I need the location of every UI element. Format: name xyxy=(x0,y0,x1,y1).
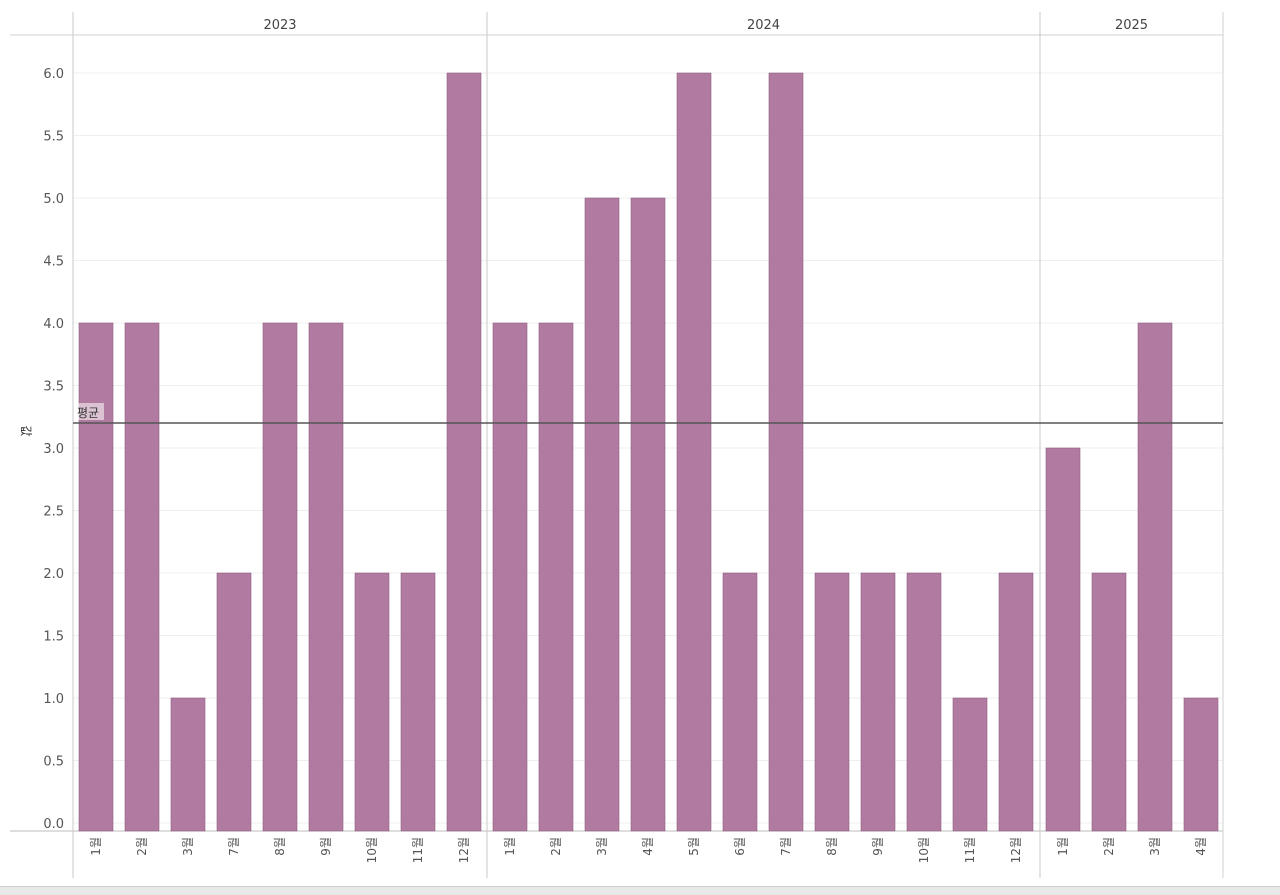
y-tick-label: 6.0 xyxy=(43,67,64,82)
month-label: 2월 xyxy=(135,837,149,856)
month-label: 2월 xyxy=(549,837,563,856)
bar-2023-1월[interactable] xyxy=(78,322,114,832)
month-label: 5월 xyxy=(687,837,701,856)
month-label: 4월 xyxy=(1194,837,1208,856)
month-label: 3월 xyxy=(595,837,609,856)
y-tick-label: 3.5 xyxy=(43,380,64,395)
month-label: 3월 xyxy=(181,837,195,856)
bar-2023-10월[interactable] xyxy=(354,572,390,832)
month-label: 1월 xyxy=(89,837,103,856)
average-line-label: 평균 xyxy=(77,406,99,420)
month-label: 11월 xyxy=(963,837,977,863)
y-axis-ticks: 0.0 0.5 1.0 1.5 2.0 2.5 3.0 3.5 4.0 4.5 5.0 5.5 6.0 xyxy=(43,67,64,832)
month-label: 4월 xyxy=(641,837,655,856)
month-label: 1월 xyxy=(1056,837,1070,856)
bar-2024-2월[interactable] xyxy=(538,322,574,832)
month-label: 10월 xyxy=(365,837,379,863)
year-header-2025: 2025 xyxy=(1115,18,1148,33)
bar-2024-3월[interactable] xyxy=(584,197,620,832)
y-tick-label: 3.0 xyxy=(43,442,64,457)
average-line-group: 평균 xyxy=(73,403,1223,424)
bar-2024-11월[interactable] xyxy=(952,697,988,832)
bar-2024-4월[interactable] xyxy=(630,197,666,832)
y-tick-label: 1.5 xyxy=(43,630,64,645)
y-tick-label: 4.0 xyxy=(43,317,64,332)
y-tick-label: 5.0 xyxy=(43,192,64,207)
y-tick-label: 5.5 xyxy=(43,130,64,145)
bar-2025-2월[interactable] xyxy=(1091,572,1127,832)
bar-2023-2월[interactable] xyxy=(124,322,160,832)
y-tick-label: 0.0 xyxy=(43,817,64,832)
bar-2024-10월[interactable] xyxy=(906,572,942,832)
y-tick-label: 0.5 xyxy=(43,755,64,770)
year-header-2024: 2024 xyxy=(747,18,780,33)
bottom-scroll-strip xyxy=(0,886,1280,895)
month-label: 9월 xyxy=(319,837,333,856)
y-tick-label: 2.5 xyxy=(43,505,64,520)
month-label: 8월 xyxy=(273,837,287,856)
bar-2023-8월[interactable] xyxy=(262,322,298,832)
bar-2024-6월[interactable] xyxy=(722,572,758,832)
month-label: 7월 xyxy=(227,837,241,856)
month-label: 3월 xyxy=(1148,837,1162,856)
bar-2024-12월[interactable] xyxy=(998,572,1034,832)
bar-2023-7월[interactable] xyxy=(216,572,252,832)
bar-2023-11월[interactable] xyxy=(400,572,436,832)
month-label: 10월 xyxy=(917,837,931,863)
bar-2025-4월[interactable] xyxy=(1183,697,1219,832)
month-labels: 1월 2월 3월 7월 8월 9월 10월 11월 12월 1월 2월 3월 4월 5월 6월 7월 8월 9월 1… xyxy=(89,837,1208,863)
y-axis-label: 값 xyxy=(19,425,33,436)
bar-2025-3월[interactable] xyxy=(1137,322,1173,832)
bar-2024-7월[interactable] xyxy=(768,72,804,832)
month-label: 9월 xyxy=(871,837,885,856)
bar-2024-1월[interactable] xyxy=(492,322,528,832)
bar-2023-12월[interactable] xyxy=(446,72,482,832)
month-label: 2월 xyxy=(1102,837,1116,856)
bar-2024-9월[interactable] xyxy=(860,572,896,832)
y-tick-label: 4.5 xyxy=(43,255,64,270)
bars xyxy=(78,72,1219,832)
year-headers: 2023 2024 2025 xyxy=(263,18,1148,33)
month-label: 11월 xyxy=(411,837,425,863)
month-label: 12월 xyxy=(457,837,471,863)
y-tick-label: 1.0 xyxy=(43,692,64,707)
bar-2023-3월[interactable] xyxy=(170,697,206,832)
month-label: 7월 xyxy=(779,837,793,856)
year-header-2023: 2023 xyxy=(263,18,296,33)
bar-2024-8월[interactable] xyxy=(814,572,850,832)
month-label: 1월 xyxy=(503,837,517,856)
bar-2023-9월[interactable] xyxy=(308,322,344,832)
bar-2025-1월[interactable] xyxy=(1045,447,1081,832)
month-label: 8월 xyxy=(825,837,839,856)
month-label: 6월 xyxy=(733,837,747,856)
average-label-bg xyxy=(75,403,104,420)
bar-2024-5월[interactable] xyxy=(676,72,712,832)
y-tick-label: 2.0 xyxy=(43,567,64,582)
month-label: 12월 xyxy=(1009,837,1023,863)
